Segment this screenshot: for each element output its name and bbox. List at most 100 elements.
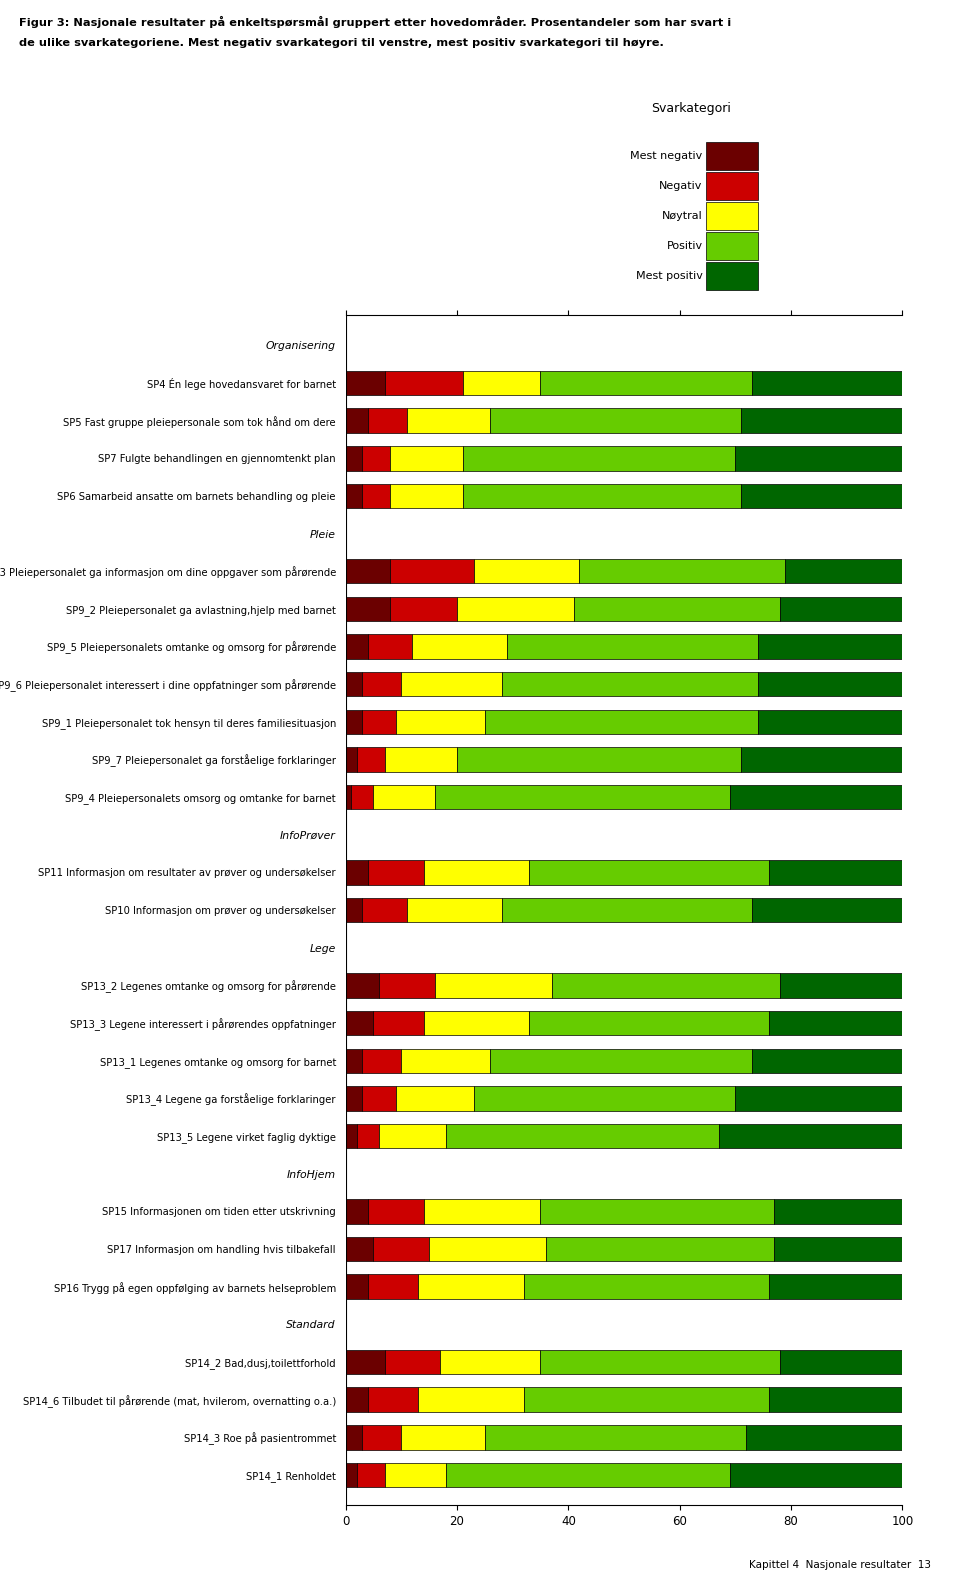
Bar (457, 747, 741, 772)
Bar (407, 898, 501, 922)
Bar (769, 1275, 902, 1299)
Bar (385, 1349, 441, 1374)
Bar (357, 1463, 385, 1488)
Bar (401, 671, 501, 697)
Bar (574, 597, 780, 621)
Bar (423, 860, 529, 884)
Bar (418, 1387, 524, 1412)
Bar (385, 747, 457, 772)
Bar (780, 1349, 902, 1374)
Bar (346, 1048, 362, 1073)
Bar (752, 1048, 902, 1073)
Bar (769, 1010, 902, 1035)
Bar (780, 597, 902, 621)
Bar (362, 1086, 396, 1111)
Bar (351, 785, 373, 810)
Bar (552, 974, 780, 998)
Bar (491, 408, 741, 433)
Bar (346, 860, 368, 884)
Bar (373, 785, 435, 810)
Bar (741, 747, 902, 772)
Bar (390, 597, 457, 621)
Bar (463, 446, 735, 471)
Bar (429, 1237, 546, 1261)
Bar (346, 1425, 362, 1450)
Bar (507, 634, 757, 659)
Bar (457, 597, 574, 621)
Bar (775, 1237, 902, 1261)
Bar (390, 559, 473, 583)
Bar (775, 1199, 902, 1223)
Bar (390, 484, 463, 507)
Bar (423, 1199, 540, 1223)
Bar (730, 1463, 902, 1488)
Bar (379, 974, 435, 998)
Bar (423, 1010, 529, 1035)
Bar (401, 1425, 485, 1450)
Bar (346, 408, 368, 433)
Bar (780, 974, 902, 998)
Bar (719, 1124, 902, 1149)
Bar (346, 747, 357, 772)
Bar (741, 408, 902, 433)
Text: Mest negativ: Mest negativ (631, 151, 703, 161)
Bar (485, 709, 757, 734)
Bar (524, 1387, 769, 1412)
Bar (385, 370, 463, 396)
Bar (362, 898, 407, 922)
Bar (463, 484, 741, 507)
Bar (390, 446, 463, 471)
Bar (368, 1275, 418, 1299)
Bar (396, 709, 485, 734)
Text: Kapittel 4  Nasjonale resultater  13: Kapittel 4 Nasjonale resultater 13 (749, 1560, 931, 1570)
Bar (396, 1086, 473, 1111)
Bar (346, 1275, 368, 1299)
Bar (346, 1086, 362, 1111)
Bar (373, 1237, 429, 1261)
Bar (435, 974, 552, 998)
Bar (546, 1237, 775, 1261)
Bar (529, 1010, 769, 1035)
Bar (401, 1048, 491, 1073)
Bar (362, 484, 390, 507)
Bar (368, 408, 407, 433)
Bar (346, 671, 362, 697)
Bar (346, 484, 362, 507)
Bar (769, 1387, 902, 1412)
Text: Figur 3: Nasjonale resultater på enkeltspørsmål gruppert etter hovedområder. Pro: Figur 3: Nasjonale resultater på enkelts… (19, 16, 732, 28)
Bar (346, 1124, 357, 1149)
Bar (368, 860, 423, 884)
Bar (368, 1387, 418, 1412)
Bar (346, 446, 362, 471)
Text: Mest positiv: Mest positiv (636, 271, 703, 281)
Bar (346, 974, 379, 998)
Bar (368, 1199, 423, 1223)
Bar (747, 1425, 902, 1450)
Bar (473, 1086, 735, 1111)
Bar (346, 370, 385, 396)
Bar (346, 1387, 368, 1412)
Bar (540, 1349, 780, 1374)
Bar (357, 747, 385, 772)
Bar (362, 709, 396, 734)
Bar (373, 1010, 423, 1035)
Bar (357, 1124, 379, 1149)
Bar (752, 898, 902, 922)
Bar (362, 1048, 401, 1073)
Bar (441, 1349, 540, 1374)
Bar (741, 484, 902, 507)
Bar (473, 559, 580, 583)
Bar (529, 860, 769, 884)
Bar (346, 559, 390, 583)
Bar (463, 370, 540, 396)
Bar (785, 559, 902, 583)
Bar (346, 1010, 373, 1035)
Bar (379, 1124, 445, 1149)
Bar (362, 446, 390, 471)
Bar (435, 785, 730, 810)
Bar (752, 370, 902, 396)
Text: Positiv: Positiv (666, 241, 703, 251)
Text: Nøytral: Nøytral (662, 211, 703, 221)
Bar (346, 597, 390, 621)
Bar (524, 1275, 769, 1299)
